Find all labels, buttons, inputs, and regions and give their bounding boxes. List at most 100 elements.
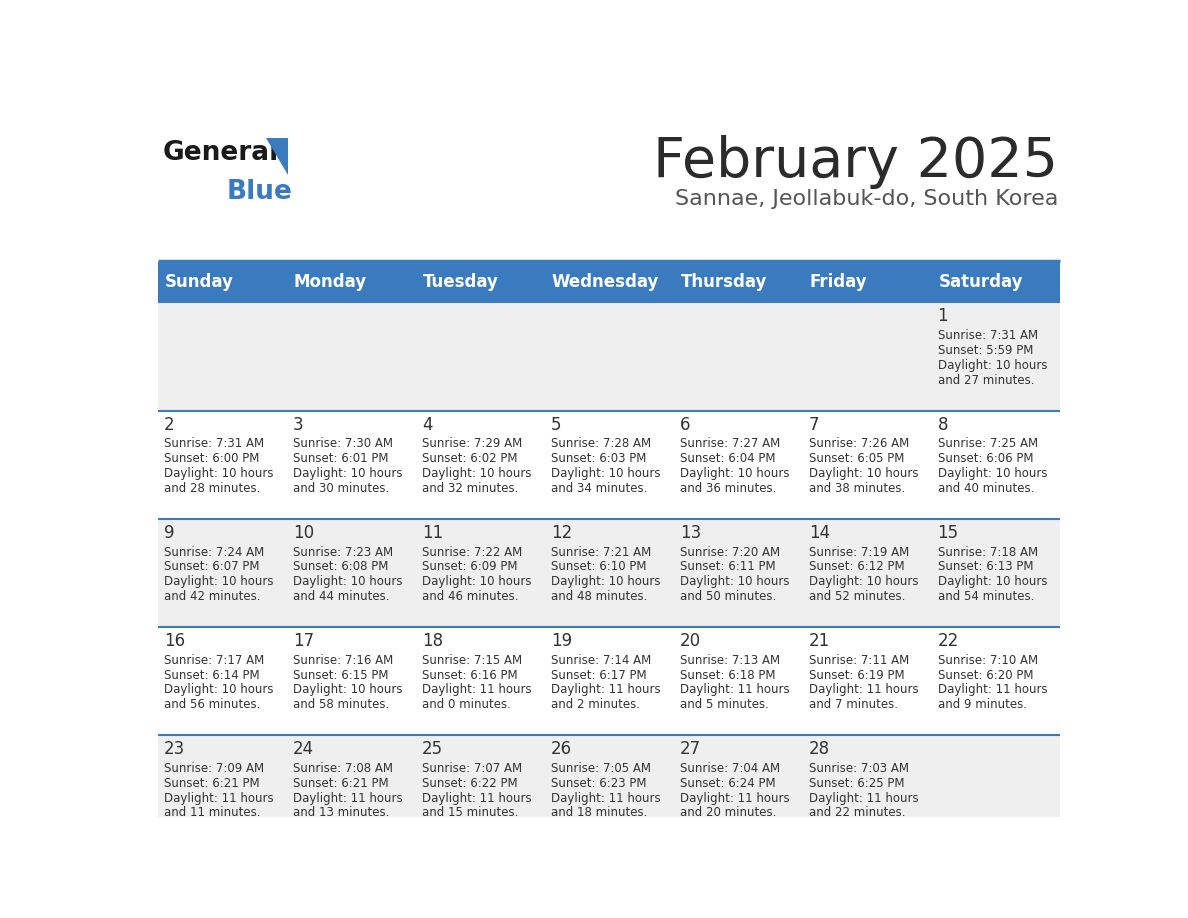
FancyBboxPatch shape <box>286 519 416 627</box>
Text: Daylight: 10 hours: Daylight: 10 hours <box>164 467 273 480</box>
Text: Daylight: 11 hours: Daylight: 11 hours <box>937 683 1047 697</box>
Text: Sunrise: 7:25 AM: Sunrise: 7:25 AM <box>937 438 1037 451</box>
Text: Sunrise: 7:05 AM: Sunrise: 7:05 AM <box>551 762 651 775</box>
Text: Daylight: 11 hours: Daylight: 11 hours <box>680 791 789 804</box>
FancyBboxPatch shape <box>286 410 416 519</box>
Text: 15: 15 <box>937 523 959 542</box>
Text: 22: 22 <box>937 632 959 650</box>
Text: Sunrise: 7:23 AM: Sunrise: 7:23 AM <box>293 545 393 558</box>
FancyBboxPatch shape <box>286 302 416 410</box>
Text: Daylight: 11 hours: Daylight: 11 hours <box>422 791 531 804</box>
Text: Sunday: Sunday <box>165 274 234 291</box>
Text: Daylight: 10 hours: Daylight: 10 hours <box>937 359 1047 372</box>
Text: Sunset: 6:12 PM: Sunset: 6:12 PM <box>809 560 904 574</box>
Text: Sunset: 6:21 PM: Sunset: 6:21 PM <box>164 777 260 789</box>
FancyBboxPatch shape <box>674 302 802 410</box>
Text: Sunset: 6:10 PM: Sunset: 6:10 PM <box>551 560 646 574</box>
Text: and 28 minutes.: and 28 minutes. <box>164 482 260 495</box>
Text: and 58 minutes.: and 58 minutes. <box>293 699 390 711</box>
Text: Sunrise: 7:29 AM: Sunrise: 7:29 AM <box>422 438 523 451</box>
Text: Daylight: 10 hours: Daylight: 10 hours <box>680 576 789 588</box>
Text: Sunrise: 7:17 AM: Sunrise: 7:17 AM <box>164 654 265 666</box>
Text: 5: 5 <box>551 416 562 433</box>
Text: and 15 minutes.: and 15 minutes. <box>422 806 518 820</box>
FancyBboxPatch shape <box>158 519 286 627</box>
Text: 4: 4 <box>422 416 432 433</box>
FancyBboxPatch shape <box>802 263 931 302</box>
Text: 1: 1 <box>937 308 948 325</box>
Text: Sunset: 6:06 PM: Sunset: 6:06 PM <box>937 453 1034 465</box>
Text: and 38 minutes.: and 38 minutes. <box>809 482 905 495</box>
Text: 27: 27 <box>680 740 701 758</box>
Text: 25: 25 <box>422 740 443 758</box>
FancyBboxPatch shape <box>416 735 544 843</box>
FancyBboxPatch shape <box>286 627 416 735</box>
Text: Daylight: 10 hours: Daylight: 10 hours <box>809 576 918 588</box>
Text: Sunset: 6:05 PM: Sunset: 6:05 PM <box>809 453 904 465</box>
Text: and 32 minutes.: and 32 minutes. <box>422 482 518 495</box>
FancyBboxPatch shape <box>544 627 674 735</box>
FancyBboxPatch shape <box>802 302 931 410</box>
Text: Sunset: 6:13 PM: Sunset: 6:13 PM <box>937 560 1034 574</box>
Text: Tuesday: Tuesday <box>423 274 499 291</box>
Text: Sunrise: 7:28 AM: Sunrise: 7:28 AM <box>551 438 651 451</box>
Text: Sunrise: 7:30 AM: Sunrise: 7:30 AM <box>293 438 393 451</box>
Text: Daylight: 10 hours: Daylight: 10 hours <box>551 467 661 480</box>
Text: Daylight: 10 hours: Daylight: 10 hours <box>422 467 531 480</box>
FancyBboxPatch shape <box>416 302 544 410</box>
FancyBboxPatch shape <box>931 263 1060 302</box>
Text: 2: 2 <box>164 416 175 433</box>
Text: and 52 minutes.: and 52 minutes. <box>809 590 905 603</box>
Text: and 44 minutes.: and 44 minutes. <box>293 590 390 603</box>
Text: and 18 minutes.: and 18 minutes. <box>551 806 647 820</box>
Text: 6: 6 <box>680 416 690 433</box>
Text: and 34 minutes.: and 34 minutes. <box>551 482 647 495</box>
Text: Sunrise: 7:26 AM: Sunrise: 7:26 AM <box>809 438 909 451</box>
Text: Daylight: 11 hours: Daylight: 11 hours <box>680 683 789 697</box>
FancyBboxPatch shape <box>158 410 286 519</box>
FancyBboxPatch shape <box>158 302 286 410</box>
Text: Sunset: 6:25 PM: Sunset: 6:25 PM <box>809 777 904 789</box>
Text: 28: 28 <box>809 740 829 758</box>
Text: Sunrise: 7:24 AM: Sunrise: 7:24 AM <box>164 545 265 558</box>
Text: Sunrise: 7:18 AM: Sunrise: 7:18 AM <box>937 545 1037 558</box>
Text: Sunset: 6:18 PM: Sunset: 6:18 PM <box>680 668 776 681</box>
Text: and 56 minutes.: and 56 minutes. <box>164 699 260 711</box>
Text: Sunrise: 7:22 AM: Sunrise: 7:22 AM <box>422 545 523 558</box>
Text: and 5 minutes.: and 5 minutes. <box>680 699 769 711</box>
Text: Sunrise: 7:27 AM: Sunrise: 7:27 AM <box>680 438 781 451</box>
Text: Sunset: 5:59 PM: Sunset: 5:59 PM <box>937 344 1032 357</box>
Text: Daylight: 11 hours: Daylight: 11 hours <box>551 791 661 804</box>
Text: Daylight: 10 hours: Daylight: 10 hours <box>164 576 273 588</box>
Text: 8: 8 <box>937 416 948 433</box>
FancyBboxPatch shape <box>544 263 674 302</box>
Polygon shape <box>266 139 289 175</box>
Text: Daylight: 10 hours: Daylight: 10 hours <box>809 467 918 480</box>
FancyBboxPatch shape <box>544 410 674 519</box>
Text: Sunset: 6:14 PM: Sunset: 6:14 PM <box>164 668 260 681</box>
Text: Sunrise: 7:04 AM: Sunrise: 7:04 AM <box>680 762 779 775</box>
Text: General: General <box>163 140 278 166</box>
Text: Daylight: 11 hours: Daylight: 11 hours <box>422 683 531 697</box>
Text: 17: 17 <box>293 632 314 650</box>
Text: Sunset: 6:23 PM: Sunset: 6:23 PM <box>551 777 646 789</box>
Text: and 2 minutes.: and 2 minutes. <box>551 699 640 711</box>
FancyBboxPatch shape <box>674 263 802 302</box>
Text: Thursday: Thursday <box>681 274 767 291</box>
Text: and 54 minutes.: and 54 minutes. <box>937 590 1034 603</box>
Text: Sannae, Jeollabuk-do, South Korea: Sannae, Jeollabuk-do, South Korea <box>675 189 1059 209</box>
Text: and 46 minutes.: and 46 minutes. <box>422 590 518 603</box>
Text: Daylight: 11 hours: Daylight: 11 hours <box>293 791 403 804</box>
Text: Sunset: 6:20 PM: Sunset: 6:20 PM <box>937 668 1034 681</box>
FancyBboxPatch shape <box>674 410 802 519</box>
Text: Sunset: 6:01 PM: Sunset: 6:01 PM <box>293 453 388 465</box>
Text: 14: 14 <box>809 523 829 542</box>
FancyBboxPatch shape <box>158 627 286 735</box>
Text: Daylight: 11 hours: Daylight: 11 hours <box>809 791 918 804</box>
FancyBboxPatch shape <box>416 519 544 627</box>
Text: Sunset: 6:03 PM: Sunset: 6:03 PM <box>551 453 646 465</box>
FancyBboxPatch shape <box>544 735 674 843</box>
Text: Sunrise: 7:31 AM: Sunrise: 7:31 AM <box>937 330 1037 342</box>
FancyBboxPatch shape <box>931 735 1060 843</box>
Text: and 20 minutes.: and 20 minutes. <box>680 806 776 820</box>
